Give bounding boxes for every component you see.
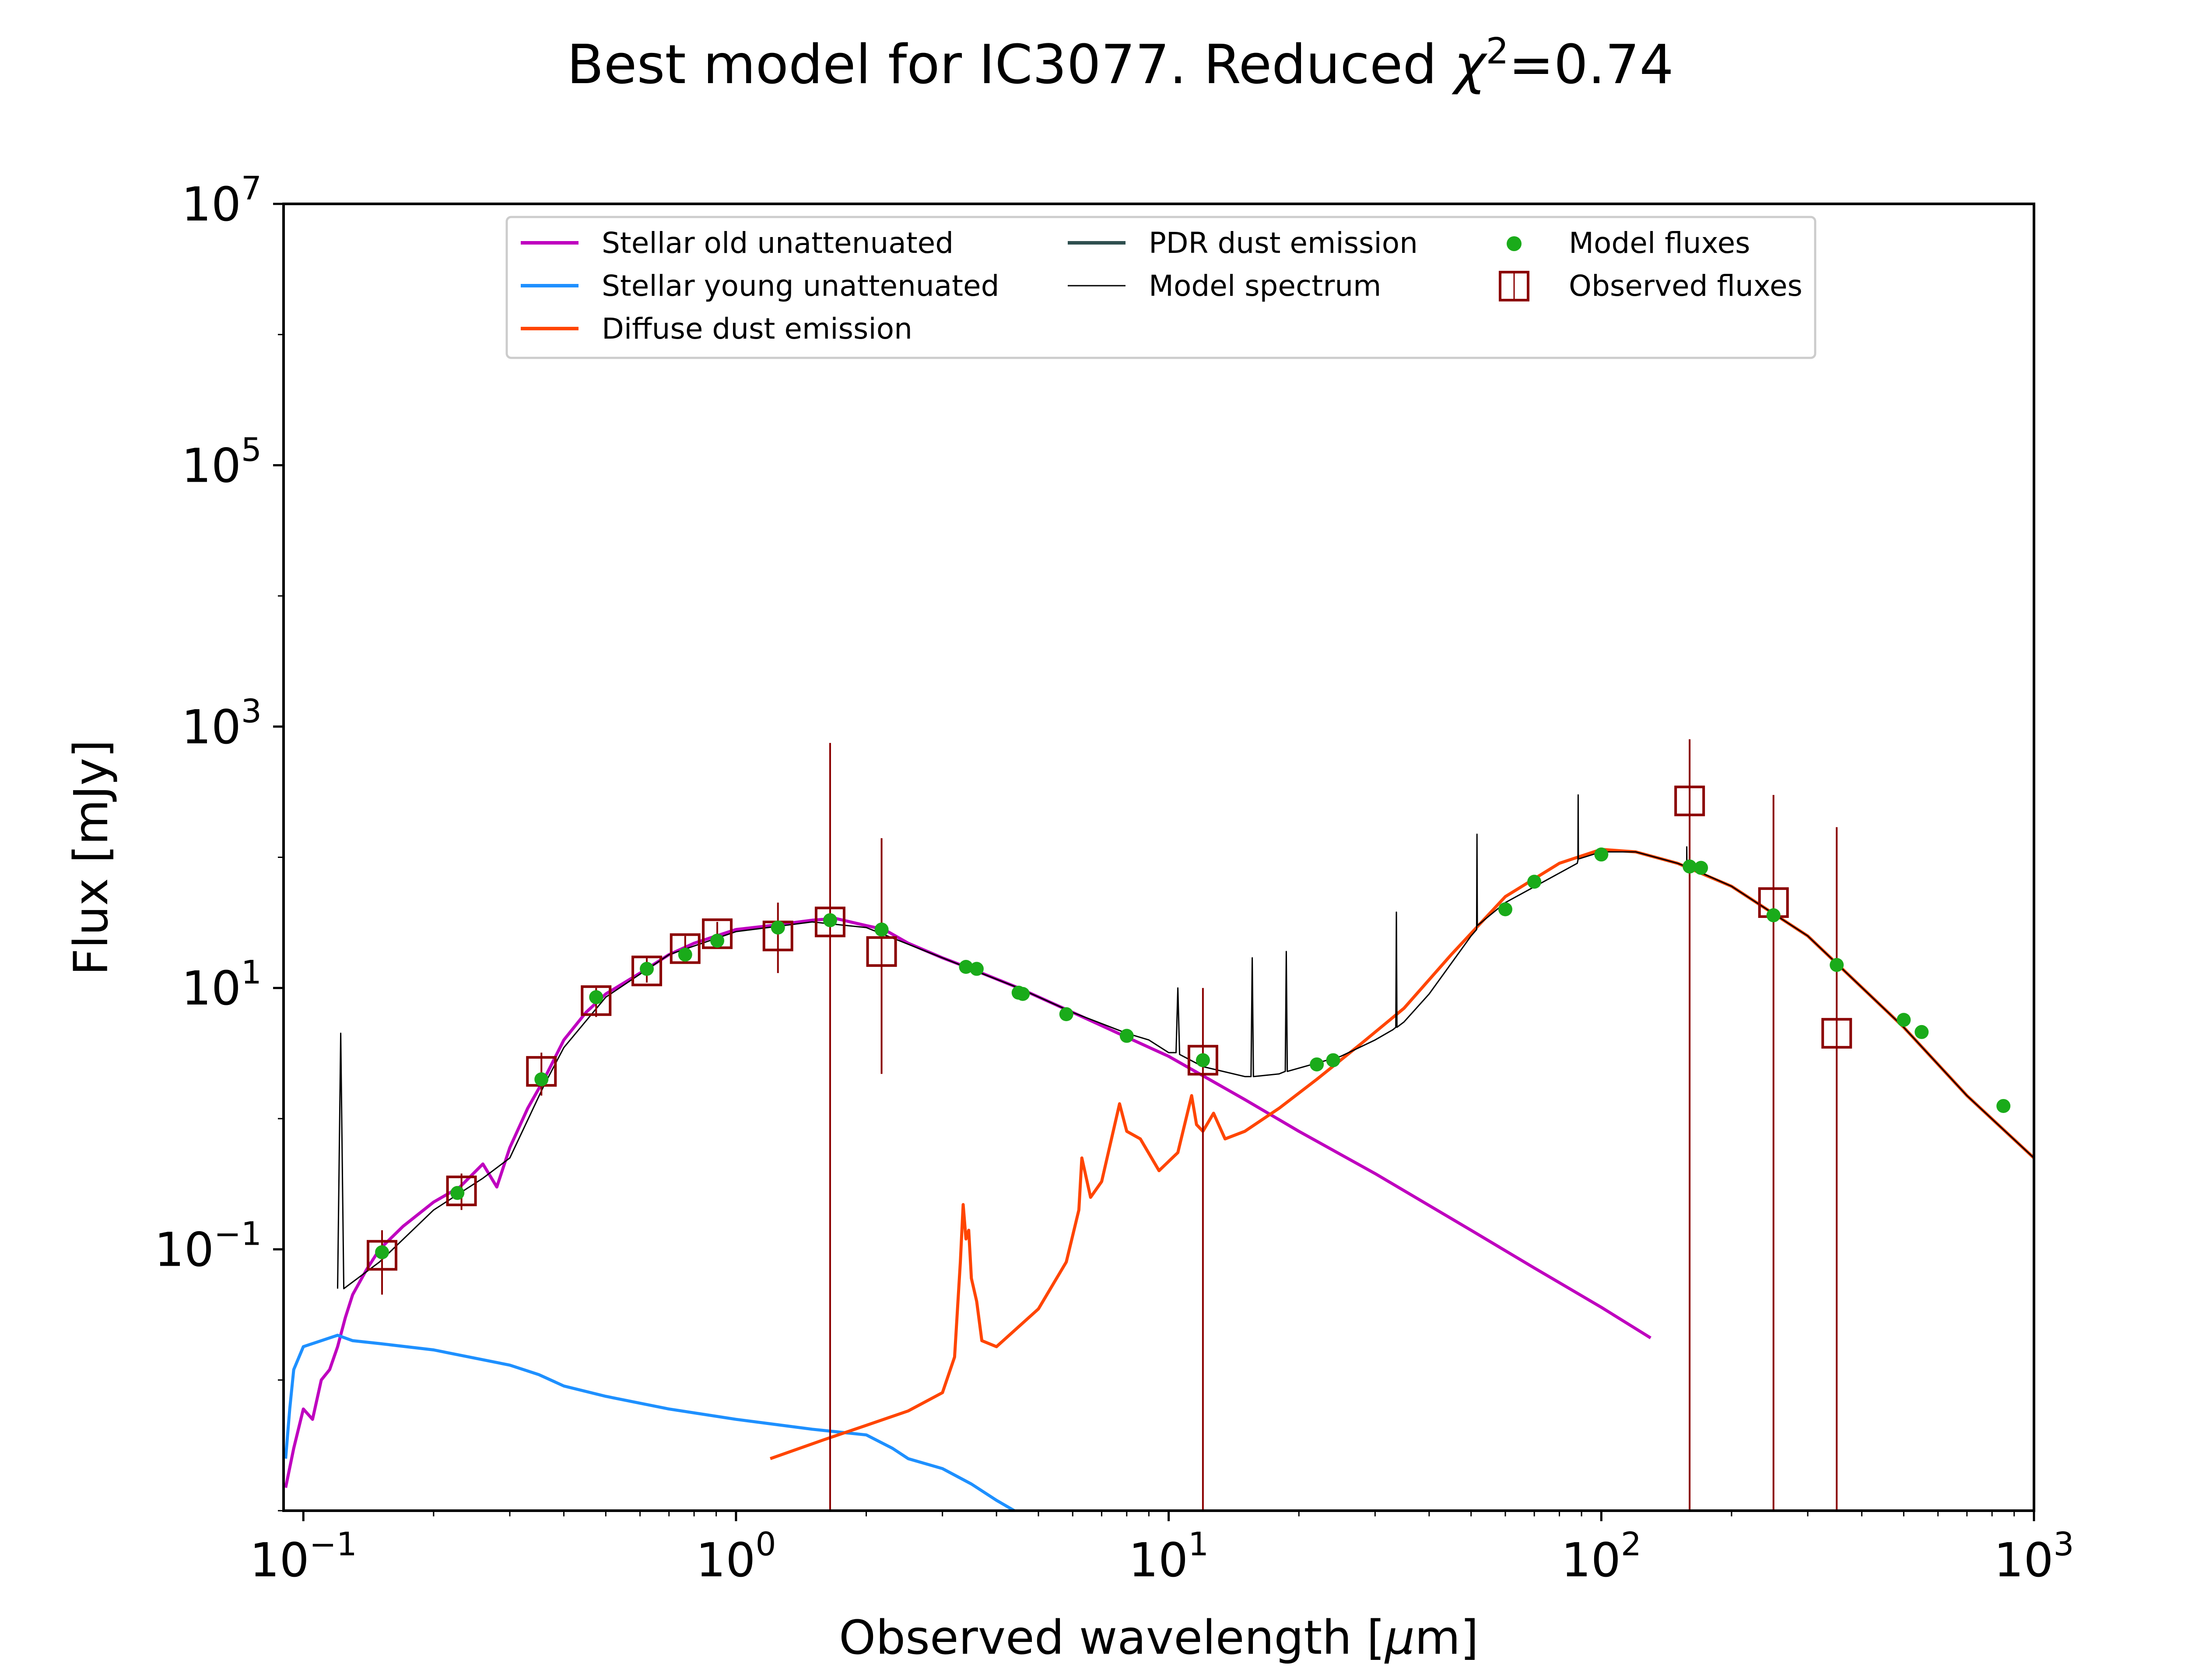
- observed-flux-marker: [670, 933, 701, 964]
- model-flux-point: [1914, 1025, 1929, 1039]
- chart-title: Best model for IC3077. Reduced χ2=0.74: [567, 31, 1673, 96]
- legend-label-pdr-dust: PDR dust emission: [1149, 226, 1418, 260]
- model-flux-point: [874, 922, 889, 937]
- x-tick-label: 102: [1561, 1526, 1641, 1588]
- x-tick-label: 100: [696, 1526, 776, 1588]
- y-tick-label: 103: [182, 693, 262, 755]
- y-tick-label: 10−1: [154, 1215, 262, 1278]
- tick-layer: 10−1 100 101 102 103 10−1 101 103 105 107: [154, 170, 2074, 1588]
- model-flux-point: [771, 920, 785, 935]
- legend: Stellar old unattenuated Stellar young u…: [505, 216, 1816, 359]
- model-flux-point: [1897, 1013, 1911, 1027]
- observed-flux-marker: [631, 956, 663, 987]
- x-tick-label: 10−1: [250, 1526, 357, 1588]
- model-flux-point: [969, 962, 984, 976]
- legend-swatch-model-fluxes: [1507, 236, 1522, 251]
- model-flux-point: [1326, 1053, 1340, 1068]
- observed-flux-marker: [866, 936, 897, 967]
- observed-flux-marker: [1821, 1018, 1852, 1049]
- observed-flux-marker: [1674, 785, 1705, 816]
- series-layer: [284, 794, 2034, 1511]
- model-flux-point: [1527, 875, 1542, 889]
- y-tick-label: 101: [182, 954, 262, 1016]
- model-flux-point: [1830, 958, 1844, 972]
- series-line-1: [284, 1334, 1015, 1511]
- legend-label-model-fluxes: Model fluxes: [1569, 226, 1750, 260]
- y-tick-label: 105: [182, 431, 262, 493]
- observed-flux-marker: [702, 918, 733, 949]
- legend-label-stellar-old: Stellar old unattenuated: [602, 226, 954, 260]
- observed-flux-marker: [1187, 1045, 1218, 1076]
- model-flux-point: [1594, 847, 1609, 862]
- model-flux-point: [1119, 1029, 1134, 1043]
- x-tick-label: 103: [1994, 1526, 2074, 1588]
- model-flux-point: [640, 962, 654, 976]
- observed-flux-marker: [367, 1240, 398, 1271]
- observed-flux-marker: [446, 1176, 477, 1207]
- x-axis-label: Observed wavelength [μm]: [839, 1611, 1479, 1665]
- marker-layer: [367, 785, 2011, 1271]
- observed-flux-marker: [814, 906, 845, 938]
- y-tick-label: 107: [182, 170, 262, 232]
- model-flux-point: [1498, 902, 1512, 917]
- model-flux-point: [1016, 987, 1030, 1001]
- model-flux-point: [589, 990, 603, 1004]
- model-flux-point: [1683, 859, 1697, 874]
- model-flux-point: [959, 959, 973, 974]
- model-flux-point: [1694, 861, 1708, 875]
- legend-label-stellar-young: Stellar young unattenuated: [602, 269, 999, 303]
- legend-label-diffuse-dust: Diffuse dust emission: [602, 312, 912, 346]
- model-flux-point: [375, 1245, 389, 1260]
- model-flux-point: [1766, 908, 1781, 923]
- model-flux-point: [534, 1072, 549, 1086]
- series-line-2: [770, 847, 2034, 1460]
- legend-box: [505, 216, 1816, 359]
- model-flux-point: [1996, 1099, 2011, 1113]
- model-flux-point: [678, 947, 692, 962]
- model-flux-point: [1310, 1057, 1324, 1071]
- model-flux-point: [823, 913, 837, 928]
- x-tick-label: 101: [1129, 1526, 1209, 1588]
- y-axis-label: Flux [mJy]: [64, 739, 119, 975]
- series-line-4: [337, 794, 2034, 1289]
- observed-flux-marker: [581, 985, 612, 1016]
- legend-label-observed-fluxes: Observed fluxes: [1569, 269, 1802, 303]
- model-flux-point: [1196, 1053, 1210, 1068]
- model-flux-point: [710, 934, 725, 948]
- model-flux-point: [1059, 1007, 1073, 1022]
- model-flux-point: [450, 1186, 465, 1200]
- legend-label-model-spectrum: Model spectrum: [1149, 269, 1381, 303]
